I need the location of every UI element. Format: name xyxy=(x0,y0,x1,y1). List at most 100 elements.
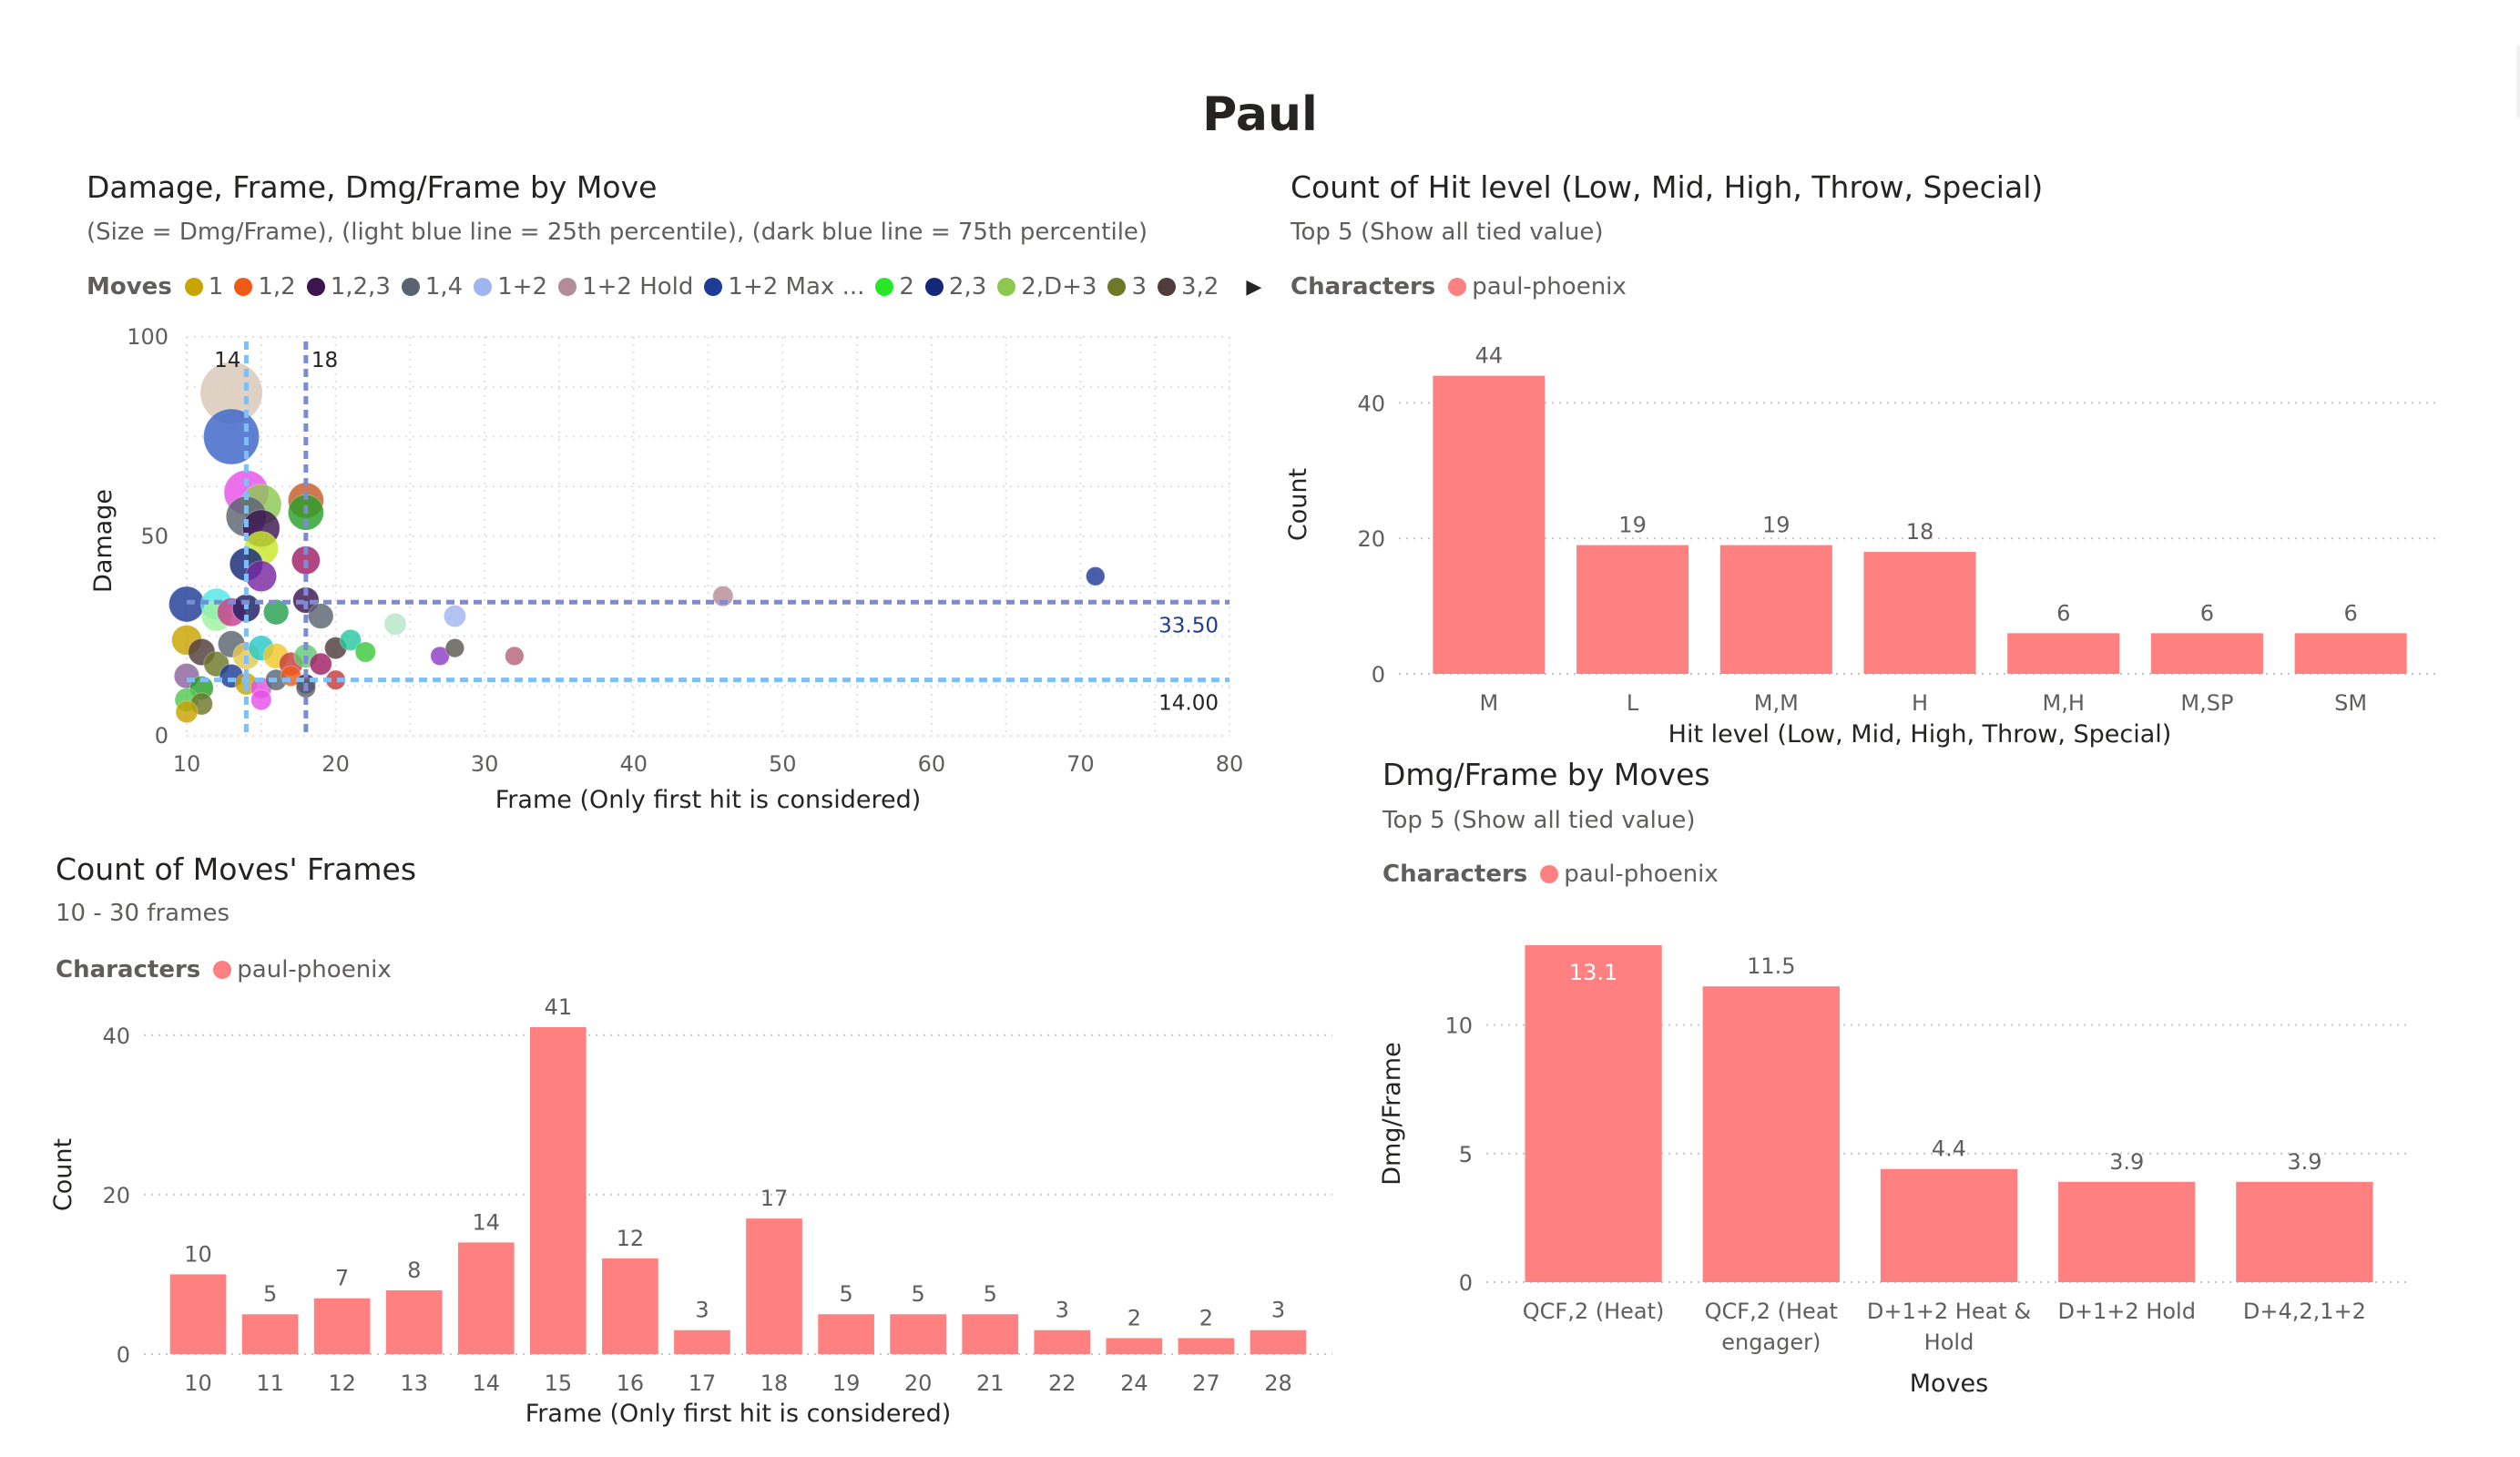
scatter-point xyxy=(339,628,362,651)
x-tick-label: 40 xyxy=(619,751,648,777)
y-axis-title: Count xyxy=(1284,468,1312,541)
data-label: 2 xyxy=(1199,1305,1213,1330)
bar xyxy=(241,1314,299,1354)
bar xyxy=(2236,1181,2373,1282)
x-tick-label: 28 xyxy=(1264,1370,1292,1396)
legend-dot-icon xyxy=(1448,278,1467,296)
y-tick-label: 0 xyxy=(1372,662,1385,688)
hitlevel-title: Count of Hit level (Low, Mid, High, Thro… xyxy=(1291,169,2044,205)
x-tick-label: L xyxy=(1627,690,1639,716)
x-tick-label: 10 xyxy=(184,1370,212,1396)
scatter-legend-item[interactable]: 2,3 xyxy=(924,273,986,301)
data-label: 3.9 xyxy=(2109,1149,2144,1175)
scatter-legend-label: 3 xyxy=(1131,273,1147,301)
legend-dot-icon xyxy=(213,961,232,979)
x-tick-label: 13 xyxy=(400,1370,428,1396)
scatter-point xyxy=(1086,566,1106,586)
page-title: Paul xyxy=(1202,87,1318,142)
x-tick-label: 22 xyxy=(1048,1370,1076,1396)
scatter-legend: Moves 1 1,2 1,2,3 1,4 1+2 1+2 Hold 1+2 Max ...… xyxy=(87,273,1261,301)
bar xyxy=(1702,986,1840,1282)
reference-line-label: 33.50 xyxy=(1158,614,1219,637)
scatter-legend-item[interactable]: 2 xyxy=(875,273,914,301)
data-label: 7 xyxy=(335,1266,349,1291)
x-axis-title: Moves xyxy=(1910,1370,1988,1398)
data-label: 19 xyxy=(1762,513,1791,538)
x-tick-label: 19 xyxy=(832,1370,861,1396)
scatter-legend-item[interactable]: 1+2 Max ... xyxy=(704,273,864,301)
scatter-legend-item[interactable]: 3 xyxy=(1107,273,1147,301)
x-tick-label: 70 xyxy=(1066,751,1095,777)
y-tick-label: 100 xyxy=(127,324,168,350)
bar xyxy=(1250,1330,1307,1354)
y-axis-title: Count xyxy=(49,1138,77,1211)
legend-dot-icon xyxy=(1107,278,1127,296)
scatter-legend-item[interactable]: 1 xyxy=(184,273,223,301)
bar xyxy=(602,1258,658,1354)
legend-dot-icon xyxy=(184,278,203,296)
data-label: 12 xyxy=(617,1226,645,1251)
scatter-point xyxy=(430,646,450,667)
scatter-point xyxy=(262,598,290,626)
hitlevel-legend-item[interactable]: paul-phoenix xyxy=(1448,273,1627,301)
legend-dot-icon xyxy=(1157,278,1176,296)
data-label: 44 xyxy=(1475,343,1504,369)
bar xyxy=(1034,1330,1091,1354)
scatter-point xyxy=(712,586,734,607)
dmgframe-legend-title: Characters xyxy=(1382,861,1528,888)
bar xyxy=(385,1289,443,1354)
page-scrollbar[interactable] xyxy=(2516,46,2520,118)
legend-next-icon[interactable]: ▶ xyxy=(1246,275,1262,299)
x-axis-title: Hit level (Low, Mid, High, Throw, Specia… xyxy=(1668,720,2172,749)
hitlevel-subtitle: Top 5 (Show all tied value) xyxy=(1291,219,1604,246)
data-label: 3 xyxy=(695,1298,709,1323)
data-label: 5 xyxy=(839,1281,852,1307)
x-tick-label: 21 xyxy=(976,1370,1005,1396)
bar xyxy=(169,1274,227,1354)
hitlevel-legend-title: Characters xyxy=(1291,273,1436,301)
bar xyxy=(313,1298,371,1354)
scatter-legend-item[interactable]: 1,2 xyxy=(234,273,296,301)
scatter-legend-item[interactable]: 1+2 xyxy=(474,273,547,301)
scatter-legend-item[interactable]: 1,2,3 xyxy=(306,273,391,301)
bar xyxy=(1525,945,1662,1282)
x-tick-label: 10 xyxy=(173,751,201,777)
x-tick-label: QCF,2 (Heat xyxy=(1705,1299,1838,1324)
x-tick-label: D+1+2 Hold xyxy=(2057,1299,2196,1324)
scatter-legend-item[interactable]: 1,4 xyxy=(401,273,463,301)
scatter-legend-item[interactable]: 2,D+3 xyxy=(997,273,1097,301)
y-axis-title: Damage xyxy=(89,489,117,593)
bar xyxy=(2150,633,2263,674)
y-tick-label: 40 xyxy=(1357,391,1385,416)
scatter-title: Damage, Frame, Dmg/Frame by Move xyxy=(87,169,658,205)
legend-dot-icon xyxy=(401,278,420,296)
y-tick-label: 40 xyxy=(102,1024,130,1049)
x-tick-label: 11 xyxy=(256,1370,284,1396)
scatter-legend-item[interactable]: 3,2 xyxy=(1157,273,1219,301)
y-tick-label: 10 xyxy=(1444,1014,1473,1039)
x-tick-label: M xyxy=(1479,690,1498,716)
dmgframe-legend-item[interactable]: paul-phoenix xyxy=(1540,861,1719,888)
scatter-legend-item[interactable]: 1+2 Hold xyxy=(558,273,693,301)
bar xyxy=(1433,375,1546,674)
x-tick-label: 16 xyxy=(617,1370,645,1396)
bar xyxy=(890,1314,946,1354)
scatter-legend-label: 1+2 xyxy=(497,273,548,301)
scatter-legend-label: 1+2 Hold xyxy=(582,273,694,301)
frames-legend-label: paul-phoenix xyxy=(237,956,392,983)
x-tick-label: D+4,2,1+2 xyxy=(2243,1299,2366,1324)
x-tick-label: 50 xyxy=(769,751,797,777)
data-label: 17 xyxy=(760,1186,789,1211)
scatter-legend-label: 2 xyxy=(899,273,914,301)
hitlevel-legend: Characters paul-phoenix xyxy=(1291,273,1637,301)
bar xyxy=(1106,1338,1163,1354)
scatter-point xyxy=(175,700,199,724)
x-tick-label: H xyxy=(1912,690,1928,716)
frames-legend-item[interactable]: paul-phoenix xyxy=(213,956,392,983)
scatter-legend-label: 1,2,3 xyxy=(330,273,391,301)
frames-legend-title: Characters xyxy=(56,956,201,983)
scatter-legend-label: 3,2 xyxy=(1180,273,1219,301)
x-tick-label: SM xyxy=(2334,690,2367,716)
dmgframe-legend-label: paul-phoenix xyxy=(1564,861,1719,888)
reference-line-label: 18 xyxy=(311,349,338,372)
